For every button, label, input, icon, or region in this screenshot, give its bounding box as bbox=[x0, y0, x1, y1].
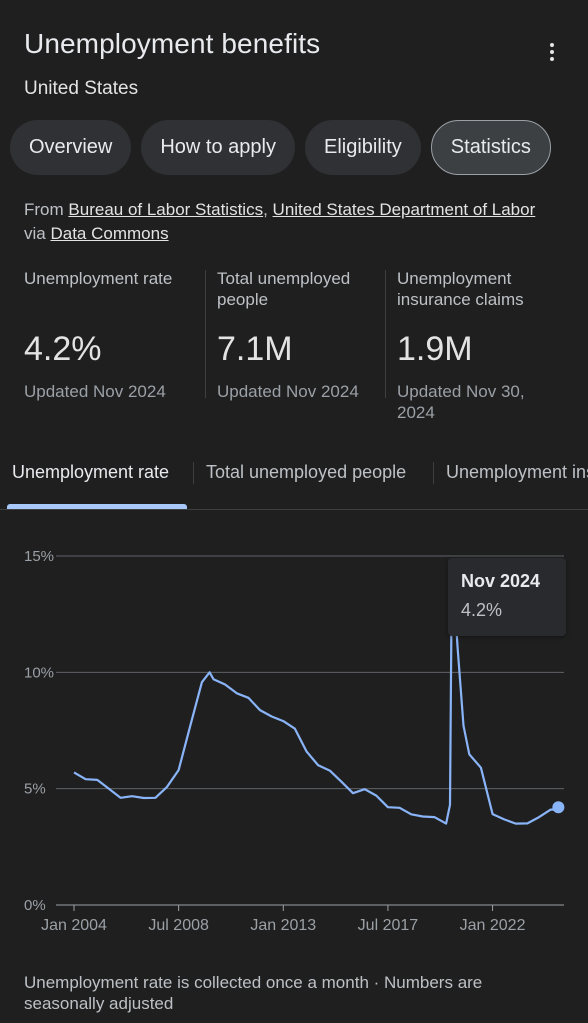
tab-separator bbox=[193, 462, 194, 484]
stat-updated: Updated Nov 30, 2024 bbox=[397, 382, 525, 422]
page-title: Unemployment benefits bbox=[24, 28, 321, 59]
link-bls[interactable]: Bureau of Labor Statistics bbox=[68, 200, 264, 219]
page-subtitle: United States bbox=[24, 78, 139, 99]
stat-total-unemployed: Total unemployed people 7.1M Updated Nov… bbox=[217, 268, 377, 401]
more-vert-icon[interactable] bbox=[540, 36, 564, 68]
stat-insurance-claims: Unemployment insurance claims 1.9M Updat… bbox=[397, 268, 557, 422]
chart-tab-unemployment-rate[interactable]: Unemployment rate bbox=[12, 462, 170, 482]
tab-separator bbox=[433, 462, 434, 484]
tooltip-date: Nov 2024 bbox=[461, 571, 541, 591]
stat-updated: Updated Nov 2024 bbox=[24, 382, 166, 401]
link-dol[interactable]: United States Department of Labor bbox=[272, 200, 536, 219]
stat-updated: Updated Nov 2024 bbox=[217, 382, 359, 401]
y-tick-label: 5% bbox=[24, 781, 46, 798]
latest-point bbox=[552, 801, 565, 814]
chart-tab-total-unemployed[interactable]: Total unemployed people bbox=[206, 462, 407, 482]
stat-value: 1.9M bbox=[397, 330, 473, 368]
tab-statistics[interactable]: Statistics bbox=[430, 120, 551, 175]
stat-unemployment-rate: Unemployment rate 4.2% Updated Nov 2024 bbox=[24, 268, 194, 401]
tooltip-value: 4.2% bbox=[461, 600, 503, 620]
chart-tabs: Unemployment rate Total unemployed peopl… bbox=[0, 452, 588, 510]
section-tabs: Overview How to apply Eligibility Statis… bbox=[10, 120, 551, 175]
chart-footnote: Unemployment rate is collected once a mo… bbox=[24, 973, 483, 1013]
source-from: From bbox=[24, 200, 64, 219]
x-tick-label: Jul 2008 bbox=[148, 917, 209, 934]
stat-label: Unemployment insurance claims bbox=[397, 269, 524, 309]
link-data-commons[interactable]: Data Commons bbox=[50, 224, 169, 243]
x-tick-label: Jan 2004 bbox=[41, 917, 107, 934]
source-attribution: From Bureau of Labor Statistics, United … bbox=[24, 198, 554, 246]
tab-eligibility[interactable]: Eligibility bbox=[304, 120, 421, 175]
chart-tooltip: Nov 2024 4.2% bbox=[448, 558, 566, 636]
stat-label: Unemployment rate bbox=[24, 269, 173, 288]
source-via: via bbox=[24, 224, 46, 243]
stat-value: 4.2% bbox=[24, 330, 102, 368]
chart-tab-insurance-claims[interactable]: Unemployment insurance claims bbox=[446, 462, 588, 482]
source-comma: , bbox=[263, 200, 268, 219]
y-tick-label: 0% bbox=[24, 897, 46, 914]
stat-divider bbox=[385, 270, 386, 398]
stat-value: 7.1M bbox=[217, 330, 293, 368]
y-tick-label: 15% bbox=[24, 548, 54, 565]
x-tick-label: Jan 2022 bbox=[460, 917, 526, 934]
active-tab-indicator bbox=[7, 504, 187, 509]
series-line bbox=[73, 560, 559, 825]
header: Unemployment benefits United States bbox=[24, 28, 564, 99]
x-tick-label: Jan 2013 bbox=[250, 917, 316, 934]
unemployment-rate-chart[interactable]: 0% 5% 10% 15% Jan 2004 Jul 2008 Jan 2013 Jul 20… bbox=[0, 540, 588, 940]
stats-summary: Unemployment rate 4.2% Updated Nov 2024 … bbox=[24, 268, 588, 428]
stat-divider bbox=[205, 270, 206, 398]
tab-how-to-apply[interactable]: How to apply bbox=[141, 120, 295, 175]
stat-label: Total unemployed people bbox=[217, 269, 351, 309]
y-tick-label: 10% bbox=[24, 664, 54, 681]
tab-overview[interactable]: Overview bbox=[10, 120, 132, 175]
x-tick-label: Jul 2017 bbox=[358, 917, 419, 934]
